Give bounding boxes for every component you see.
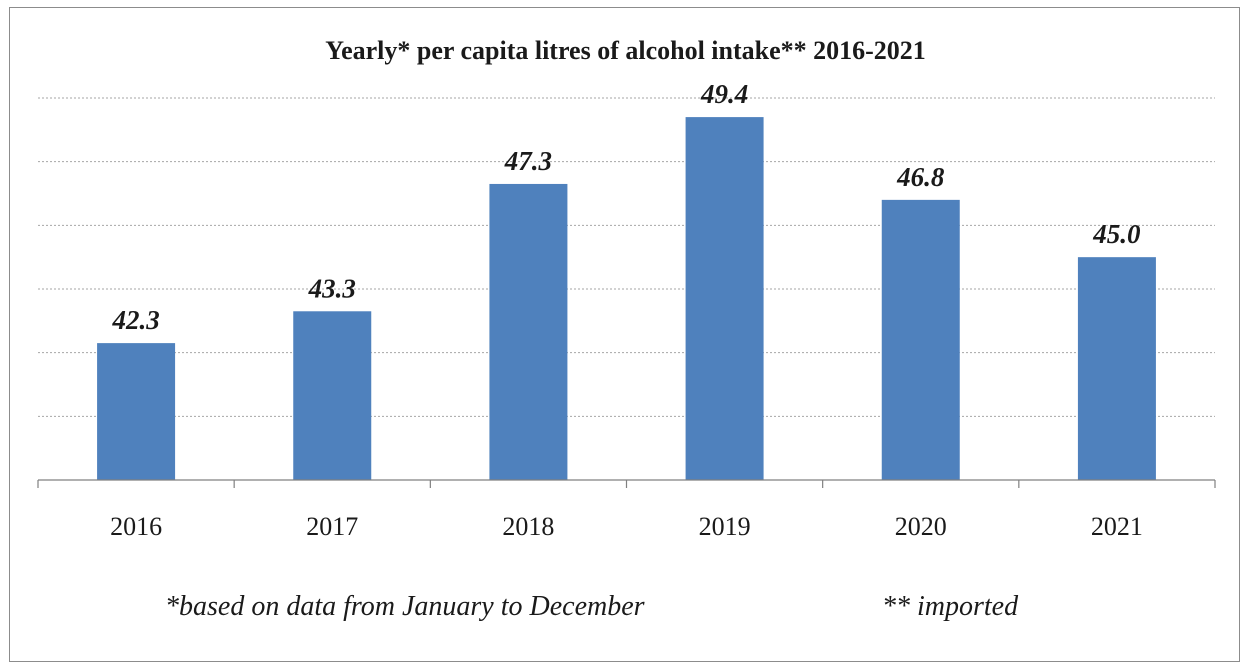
- data-labels: 42.3 43.3 47.3 49.4 46.8 45.0: [111, 79, 1141, 335]
- bars: [97, 117, 1156, 480]
- bar-2017: [293, 311, 372, 480]
- footnote-imported: ** imported: [882, 591, 1019, 622]
- x-tick-label-2021: 2021: [1091, 512, 1143, 541]
- bar-2021: [1077, 257, 1156, 480]
- data-label-2017: 43.3: [308, 273, 356, 303]
- data-label-2020: 46.8: [896, 162, 945, 192]
- data-label-2018: 47.3: [504, 146, 552, 176]
- gridlines: [38, 97, 1215, 417]
- data-label-2021: 45.0: [1092, 219, 1141, 249]
- x-tick-label-2018: 2018: [502, 512, 554, 541]
- bar-2018: [489, 183, 568, 480]
- bar-2016: [97, 343, 176, 480]
- x-tick-label-2020: 2020: [895, 512, 947, 541]
- bar-2020: [881, 199, 960, 480]
- data-label-2016: 42.3: [111, 305, 159, 335]
- bar-chart: 42.343.347.349.446.845.0 2016 2017 2018 201…: [37, 79, 1216, 541]
- chart-title: Yearly* per capita litres of alcohol int…: [325, 36, 926, 65]
- x-axis: 2016 2017 2018 2019 2020 2021: [37, 479, 1216, 541]
- x-tick-label-2016: 2016: [110, 512, 162, 541]
- data-label-2019: 49.4: [700, 79, 748, 109]
- footnote-months: *based on data from January to December: [165, 591, 645, 622]
- x-tick-label-2017: 2017: [306, 512, 358, 541]
- x-tick-label-2019: 2019: [699, 512, 751, 541]
- chart-frame: Yearly* per capita litres of alcohol int…: [9, 7, 1240, 662]
- bar-2019: [685, 117, 764, 480]
